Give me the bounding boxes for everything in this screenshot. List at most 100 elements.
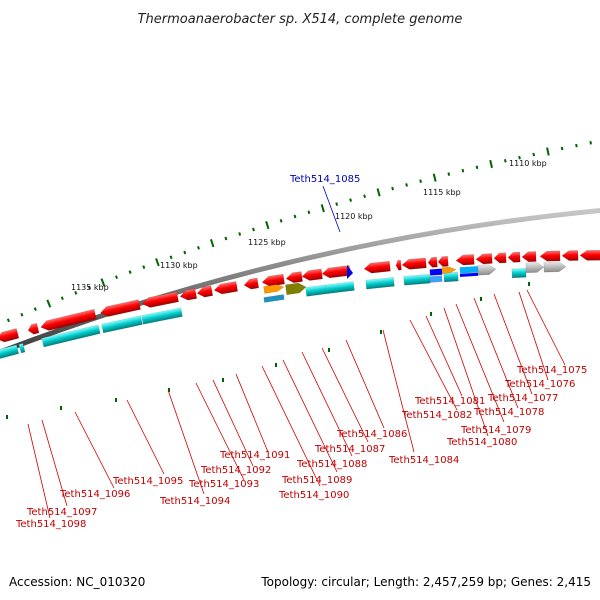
gene-label: Teth514_1086 — [336, 429, 407, 440]
major-scale-tick — [155, 258, 160, 267]
feature-orange — [263, 284, 285, 294]
minor-scale-tick — [349, 198, 352, 202]
gene-arrow — [142, 291, 179, 308]
genome-summary-text: Topology: circular; Length: 2,457,259 bp… — [260, 575, 591, 589]
minor-scale-tick — [6, 318, 10, 323]
gene-leader-line — [473, 297, 519, 409]
gene-label: Teth514_1076 — [504, 379, 575, 390]
minor-scale-tick — [74, 291, 78, 295]
gene-label: Teth514_1097 — [26, 507, 97, 518]
gene-label: Teth514_1094 — [159, 496, 230, 507]
minor-scale-tick — [532, 152, 536, 157]
gene-label: Teth514_1089 — [281, 475, 352, 486]
gene-arrow — [475, 253, 493, 265]
gene-label: Teth514_1087 — [314, 444, 385, 455]
gene-leader-line — [235, 373, 269, 453]
major-scale-tick — [100, 278, 106, 287]
scale-label: 1115 kbp — [423, 188, 461, 197]
gene-leader-line — [301, 351, 353, 457]
gene-label: Teth514_1098 — [15, 519, 86, 530]
inner-scale-tick — [528, 282, 530, 286]
gene-leader-line — [41, 419, 68, 507]
minor-scale-tick — [447, 172, 451, 176]
gene-arrow — [196, 285, 213, 298]
highlighted-gene-label: Teth514_1085 — [289, 174, 360, 185]
minor-scale-tick — [293, 214, 297, 219]
feature-orange — [441, 266, 457, 274]
scale-label: 1110 kbp — [509, 159, 547, 168]
gene-leader-line — [195, 382, 245, 481]
gene-leader-line — [167, 389, 205, 495]
gene-arrow — [493, 252, 507, 264]
genome-backbone — [0, 207, 600, 355]
inner-scale-tick — [480, 297, 482, 301]
gene-leader-line — [455, 303, 505, 423]
minor-scale-tick — [115, 275, 118, 280]
minor-scale-tick — [128, 270, 132, 274]
gene-leader-line — [27, 423, 51, 519]
inner-scale-tick — [430, 312, 432, 316]
gene-arrow — [261, 273, 285, 287]
gene-label: Teth514_1079 — [460, 425, 531, 436]
scale-label: 1120 kbp — [335, 212, 373, 221]
gene-leader-line — [443, 307, 489, 437]
gene-label: Teth514_1080 — [446, 437, 517, 448]
gene-arrow — [507, 251, 521, 263]
gene-label: Teth514_1078 — [473, 407, 544, 418]
gene-track — [0, 249, 600, 360]
gene-leader-line — [425, 315, 463, 397]
minor-scale-tick — [142, 265, 146, 269]
cds-bar — [0, 344, 20, 360]
gene-label: Teth514_1093 — [188, 479, 259, 490]
gene-arrow-grey — [525, 262, 545, 274]
gene-leader-line — [493, 293, 533, 395]
major-scale-tick — [320, 204, 325, 213]
gene-arrow — [321, 265, 351, 279]
inner-scale-tick — [275, 363, 277, 367]
minor-scale-tick — [560, 146, 564, 151]
feature-blue-box — [429, 268, 443, 276]
scale-label: 1125 kbp — [248, 238, 286, 247]
gene-label: Teth514_1095 — [112, 476, 183, 487]
gene-leader-line — [518, 291, 549, 381]
feature-olive — [285, 282, 307, 295]
minor-scale-tick — [252, 227, 255, 232]
minor-scale-tick — [335, 202, 339, 206]
minor-scale-tick — [307, 210, 311, 215]
inner-scale-tick — [380, 330, 382, 334]
inner-scale-tick — [6, 415, 8, 419]
scale-label: 1135 kbp — [71, 283, 109, 292]
minor-scale-tick — [60, 296, 64, 301]
minor-scale-tick — [197, 245, 200, 250]
feature-lightblue-box — [429, 275, 443, 283]
gene-label: Teth514_1077 — [487, 393, 558, 404]
gene-leader-line — [126, 399, 165, 475]
minor-scale-tick — [518, 155, 521, 160]
gene-leader-line — [526, 289, 566, 366]
minor-scale-tick — [238, 232, 242, 236]
cds-bar — [141, 307, 183, 325]
gene-leader-line — [321, 347, 369, 443]
gene-label: Teth514_1090 — [278, 490, 349, 501]
gene-arrow — [40, 309, 97, 331]
gene-arrow-grey — [477, 264, 497, 276]
major-scale-tick — [376, 188, 381, 197]
minor-scale-tick — [87, 285, 91, 290]
major-scale-tick — [209, 238, 215, 248]
gene-arrow — [539, 250, 561, 262]
gene-arrow — [243, 277, 259, 290]
cds-bar — [325, 281, 355, 294]
cds-bar — [18, 343, 26, 354]
minor-scale-tick — [279, 218, 283, 223]
minor-scale-tick — [169, 255, 173, 260]
gene-label: Teth514_1081 — [414, 396, 485, 407]
gene-arrow — [179, 288, 198, 301]
feature-cyan-small — [459, 266, 479, 274]
major-scale-tick — [546, 147, 550, 156]
gene-label: Teth514_1082 — [401, 410, 472, 421]
highlighted-gene-leader — [322, 185, 341, 233]
minor-scale-tick — [224, 236, 228, 241]
gene-arrow — [27, 322, 40, 335]
accession-text: Accession: NC_010320 — [9, 575, 145, 589]
scale-label: 1130 kbp — [160, 261, 198, 270]
